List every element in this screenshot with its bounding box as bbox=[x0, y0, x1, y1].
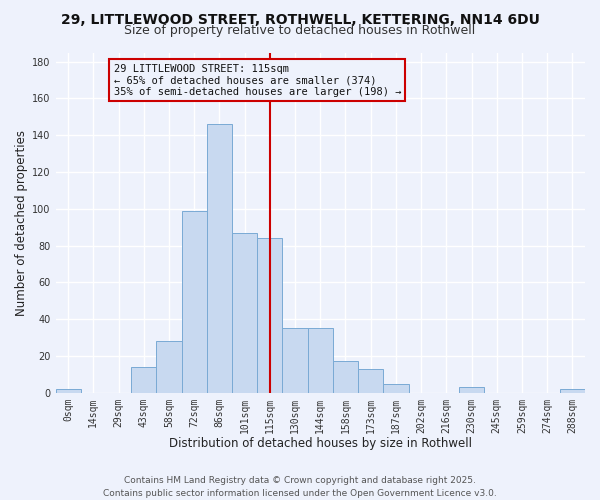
Bar bbox=[131, 367, 157, 392]
Y-axis label: Number of detached properties: Number of detached properties bbox=[15, 130, 28, 316]
Bar bbox=[157, 341, 182, 392]
Bar bbox=[207, 124, 232, 392]
Bar bbox=[232, 232, 257, 392]
Text: Contains HM Land Registry data © Crown copyright and database right 2025.
Contai: Contains HM Land Registry data © Crown c… bbox=[103, 476, 497, 498]
Bar bbox=[560, 389, 585, 392]
Text: 29, LITTLEWOOD STREET, ROTHWELL, KETTERING, NN14 6DU: 29, LITTLEWOOD STREET, ROTHWELL, KETTERI… bbox=[61, 12, 539, 26]
Bar bbox=[56, 389, 81, 392]
Bar bbox=[283, 328, 308, 392]
Text: Size of property relative to detached houses in Rothwell: Size of property relative to detached ho… bbox=[124, 24, 476, 37]
Bar bbox=[182, 210, 207, 392]
Bar bbox=[333, 362, 358, 392]
Bar bbox=[383, 384, 409, 392]
Text: 29 LITTLEWOOD STREET: 115sqm
← 65% of detached houses are smaller (374)
35% of s: 29 LITTLEWOOD STREET: 115sqm ← 65% of de… bbox=[113, 64, 401, 96]
Bar bbox=[459, 387, 484, 392]
Bar bbox=[308, 328, 333, 392]
X-axis label: Distribution of detached houses by size in Rothwell: Distribution of detached houses by size … bbox=[169, 437, 472, 450]
Bar bbox=[358, 369, 383, 392]
Bar bbox=[257, 238, 283, 392]
